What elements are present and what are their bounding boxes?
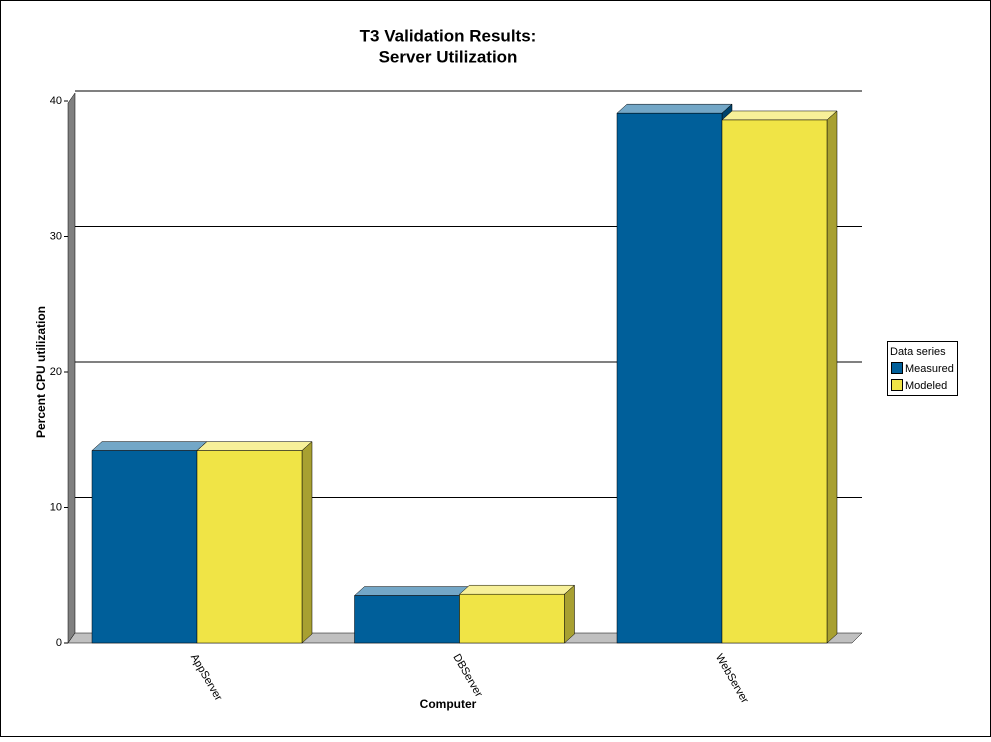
bar-top [353,586,471,596]
legend-swatch [891,379,903,391]
bar-side [301,441,313,644]
y-tick-label: 0 [56,637,62,649]
bar [616,112,723,644]
legend: Data series Measured Modeled [887,341,958,396]
bar-top [616,103,733,114]
y-tick-label: 10 [50,501,62,513]
bar-top [196,441,313,451]
legend-label: Modeled [905,380,947,392]
y-axis-label: Percent CPU utilization [34,306,48,438]
bar [196,450,303,644]
bar-top [721,110,838,121]
bar-top [458,584,576,595]
bar-top [91,441,208,451]
x-axis-label: Computer [420,697,477,711]
y-tick-label: 20 [50,366,62,378]
bar-side [826,110,838,644]
y-tick-label: 30 [50,230,62,242]
bar-side [564,584,575,644]
chart-title: T3 Validation Results: [360,26,537,45]
bar [91,450,198,644]
chart-title: Server Utilization [379,47,518,66]
legend-title: Data series [890,346,946,358]
bar [721,119,828,644]
side-wall [67,92,76,644]
legend-label: Measured [905,363,954,375]
bar [354,595,460,644]
bar [459,593,565,644]
legend-swatch [891,362,903,374]
y-tick-label: 40 [50,95,62,107]
